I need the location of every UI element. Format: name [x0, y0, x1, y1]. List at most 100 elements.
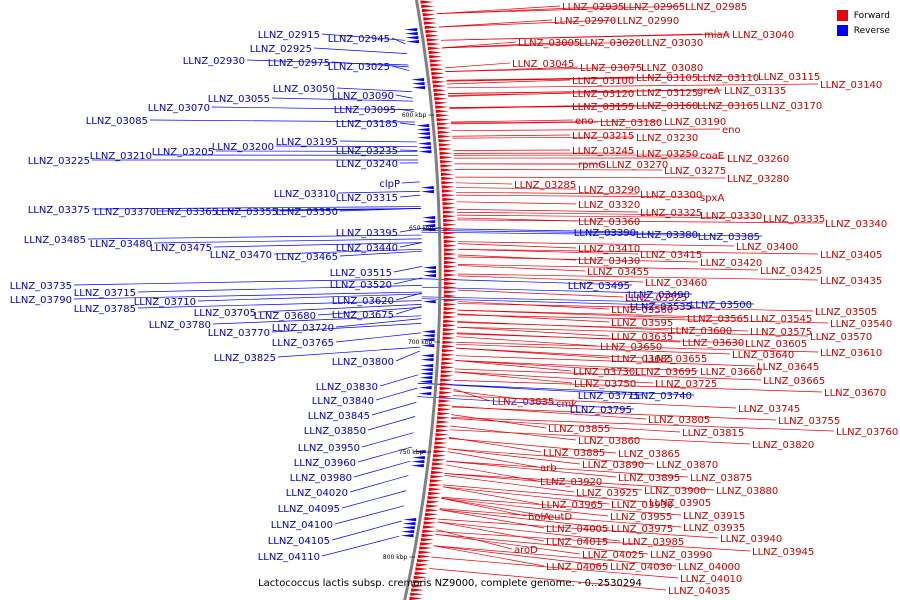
forward-gene-arrow	[439, 386, 453, 391]
reverse-gene-arrow	[418, 392, 432, 396]
forward-gene-arrow	[424, 512, 438, 517]
forward-gene-arrow	[443, 311, 457, 315]
forward-connector	[456, 209, 639, 213]
reverse-connector	[349, 475, 409, 493]
reverse-gene-label: LLNZ_04110	[258, 552, 320, 563]
forward-gene-label: LLNZ_03660	[700, 367, 762, 378]
forward-gene-label: LLNZ_03115	[758, 72, 820, 83]
reverse-gene-label: LLNZ_03355	[216, 207, 278, 218]
reverse-gene-arrow	[402, 522, 416, 526]
forward-connector	[454, 169, 663, 171]
reverse-gene-label: LLNZ_03440	[336, 243, 398, 254]
forward-gene-arrow	[413, 575, 427, 580]
forward-connector	[442, 41, 640, 49]
forward-gene-arrow	[429, 479, 443, 483]
reverse-gene-arrow	[420, 186, 434, 190]
reverse-connector	[399, 149, 418, 151]
forward-gene-arrow	[440, 164, 454, 168]
forward-gene-label: rpmG	[578, 160, 606, 171]
tick-label: 800 kbp	[383, 554, 408, 561]
forward-gene-arrow	[434, 445, 448, 449]
forward-gene-arrow	[443, 273, 457, 277]
forward-gene-arrow	[441, 361, 455, 365]
forward-gene-arrow	[436, 424, 450, 428]
forward-connector	[454, 368, 762, 381]
forward-gene-arrow	[432, 462, 446, 466]
reverse-connector	[271, 323, 422, 333]
reverse-gene-arrow	[422, 228, 436, 232]
forward-connector	[452, 136, 635, 139]
forward-connector	[439, 509, 610, 529]
forward-connector	[456, 194, 699, 198]
forward-gene-arrow	[432, 458, 446, 462]
reverse-connector	[399, 242, 422, 248]
reverse-gene-label: LLNZ_03675	[332, 310, 394, 321]
forward-gene-label: LLNZ_03565	[687, 314, 749, 325]
reverse-gene-label: LLNZ_03050	[273, 84, 335, 95]
reverse-connector	[73, 291, 422, 300]
reverse-gene-label: LLNZ_03845	[308, 411, 370, 422]
forward-gene-arrow	[433, 92, 447, 97]
forward-gene-arrow	[441, 176, 455, 181]
forward-gene-label: LLNZ_03695	[635, 367, 697, 378]
forward-gene-arrow	[410, 592, 424, 596]
forward-connector	[437, 521, 621, 542]
reverse-gene-arrow	[419, 372, 433, 376]
reverse-gene-label: LLNZ_03095	[334, 105, 396, 116]
reverse-gene-label: LLNZ_03775	[578, 391, 640, 402]
forward-connector	[447, 448, 655, 465]
forward-connector	[456, 201, 577, 205]
reverse-gene-arrow	[420, 354, 434, 358]
label-connector-lines	[73, 5, 835, 591]
reverse-connector	[395, 94, 413, 99]
gene-features	[400, 0, 457, 600]
forward-gene-arrow	[421, 8, 435, 13]
reverse-swatch	[836, 25, 848, 36]
forward-connector	[435, 533, 649, 555]
forward-gene-label: LLNZ_02935	[562, 2, 624, 13]
map-caption: Lactococcus lactis subsp. cremoris NZ900…	[258, 578, 642, 589]
forward-gene-arrow	[442, 340, 456, 344]
forward-connector	[450, 119, 574, 123]
forward-gene-label: LLNZ_04035	[668, 586, 730, 597]
forward-gene-arrow	[443, 227, 457, 231]
forward-gene-label: LLNZ_03670	[824, 388, 886, 399]
forward-gene-label: LLNZ_03405	[820, 250, 882, 261]
forward-connector	[435, 531, 751, 552]
forward-gene-arrow	[441, 349, 455, 353]
forward-gene-arrow	[425, 29, 439, 34]
forward-connector	[443, 484, 648, 503]
reverse-gene-arrow	[412, 450, 426, 454]
forward-gene-arrow	[437, 412, 451, 416]
forward-gene-arrow	[439, 155, 453, 160]
forward-gene-arrow	[436, 118, 450, 122]
forward-gene-label: LLNZ_03805	[648, 415, 710, 426]
forward-gene-arrow	[437, 407, 451, 412]
reverse-gene-label: LLNZ_04100	[271, 520, 333, 531]
forward-connector	[455, 360, 572, 372]
forward-connector	[455, 187, 577, 190]
forward-connector	[446, 79, 571, 85]
forward-gene-label: LLNZ_03645	[757, 362, 819, 373]
forward-connector	[442, 486, 610, 505]
reverse-connector	[339, 250, 422, 257]
forward-connector	[451, 128, 721, 131]
reverse-gene-label: LLNZ_03495	[568, 281, 630, 292]
forward-gene-label: LLNZ_03985	[622, 537, 684, 548]
forward-connector	[447, 451, 539, 468]
reverse-gene-label: LLNZ_03465	[276, 252, 338, 263]
forward-gene-arrow	[435, 105, 449, 109]
forward-gene-label: LLNZ_03755	[778, 416, 840, 427]
reverse-connector	[321, 33, 406, 41]
forward-connector	[457, 321, 669, 331]
forward-gene-arrow	[423, 17, 437, 21]
forward-connector	[456, 343, 731, 355]
reverse-connector	[336, 87, 412, 92]
forward-gene-label: LLNZ_03975	[611, 524, 673, 535]
forward-gene-arrow	[441, 181, 455, 185]
forward-gene-arrow	[411, 588, 425, 592]
forward-connector	[457, 241, 735, 247]
forward-connector	[436, 5, 561, 15]
forward-gene-label: LLNZ_03245	[572, 146, 634, 157]
reverse-connector	[137, 300, 422, 309]
